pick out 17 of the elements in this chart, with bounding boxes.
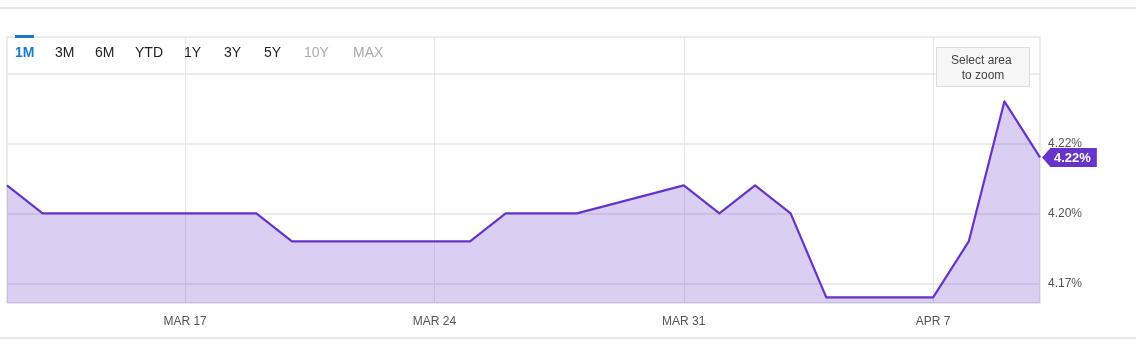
x-tick-label: MAR 24 [412, 314, 457, 328]
annotation: 1M [15, 44, 35, 60]
annotation: 3M [55, 44, 75, 60]
annotation: 10Y [304, 44, 330, 60]
annotation: MAX [353, 44, 384, 60]
y-tick-label: 4.20% [1048, 206, 1083, 221]
x-tick-label: APR 7 [915, 314, 951, 328]
annotation: 5Y [264, 44, 282, 60]
annotation: 6M [95, 44, 115, 60]
annotation: 3Y [224, 44, 242, 60]
annotation: Select area to zoom [950, 52, 1016, 82]
annotation: 1Y [184, 44, 202, 60]
x-tick-label: MAR 31 [662, 314, 706, 328]
y-tick-label: 4.17% [1048, 276, 1083, 291]
y-tick-label: 4.22% [1048, 136, 1083, 151]
annotation: YTD [135, 44, 163, 60]
x-tick-label: MAR 17 [163, 314, 208, 328]
